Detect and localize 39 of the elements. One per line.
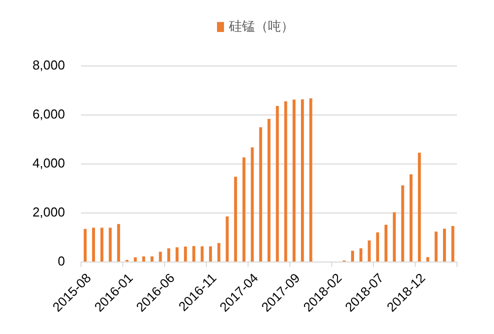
bar	[259, 127, 262, 262]
bar	[192, 246, 196, 262]
legend-label: 硅锰（吨）	[228, 18, 294, 34]
bar	[209, 246, 212, 262]
bar	[300, 99, 304, 262]
bar	[418, 152, 421, 262]
bar	[217, 243, 220, 262]
bar	[284, 101, 288, 262]
bar	[410, 174, 413, 262]
bar	[250, 147, 254, 262]
bar	[434, 232, 438, 262]
bar	[84, 228, 87, 262]
bar	[200, 246, 204, 262]
bar	[392, 212, 396, 262]
y-tick-label: 8,000	[32, 57, 65, 72]
bar	[268, 118, 270, 262]
bar	[150, 256, 154, 262]
y-tick-label: 6,000	[32, 106, 65, 122]
bar	[276, 106, 279, 262]
bar	[376, 232, 380, 262]
bar	[234, 176, 238, 262]
bar	[451, 226, 454, 262]
bar	[242, 157, 246, 262]
bar	[351, 250, 354, 262]
bar	[176, 247, 179, 262]
bar	[443, 228, 446, 262]
bar	[117, 224, 120, 262]
bar	[100, 228, 104, 262]
y-tick-label: 0	[58, 253, 65, 268]
bar	[384, 224, 388, 262]
bar	[158, 252, 162, 262]
bar	[401, 185, 404, 262]
bar	[142, 256, 146, 262]
bar	[359, 248, 362, 262]
bar	[92, 228, 95, 262]
y-tick-label: 2,000	[32, 204, 65, 220]
bar	[184, 246, 187, 262]
y-tick-label: 4,000	[32, 155, 65, 170]
bar	[292, 100, 296, 262]
